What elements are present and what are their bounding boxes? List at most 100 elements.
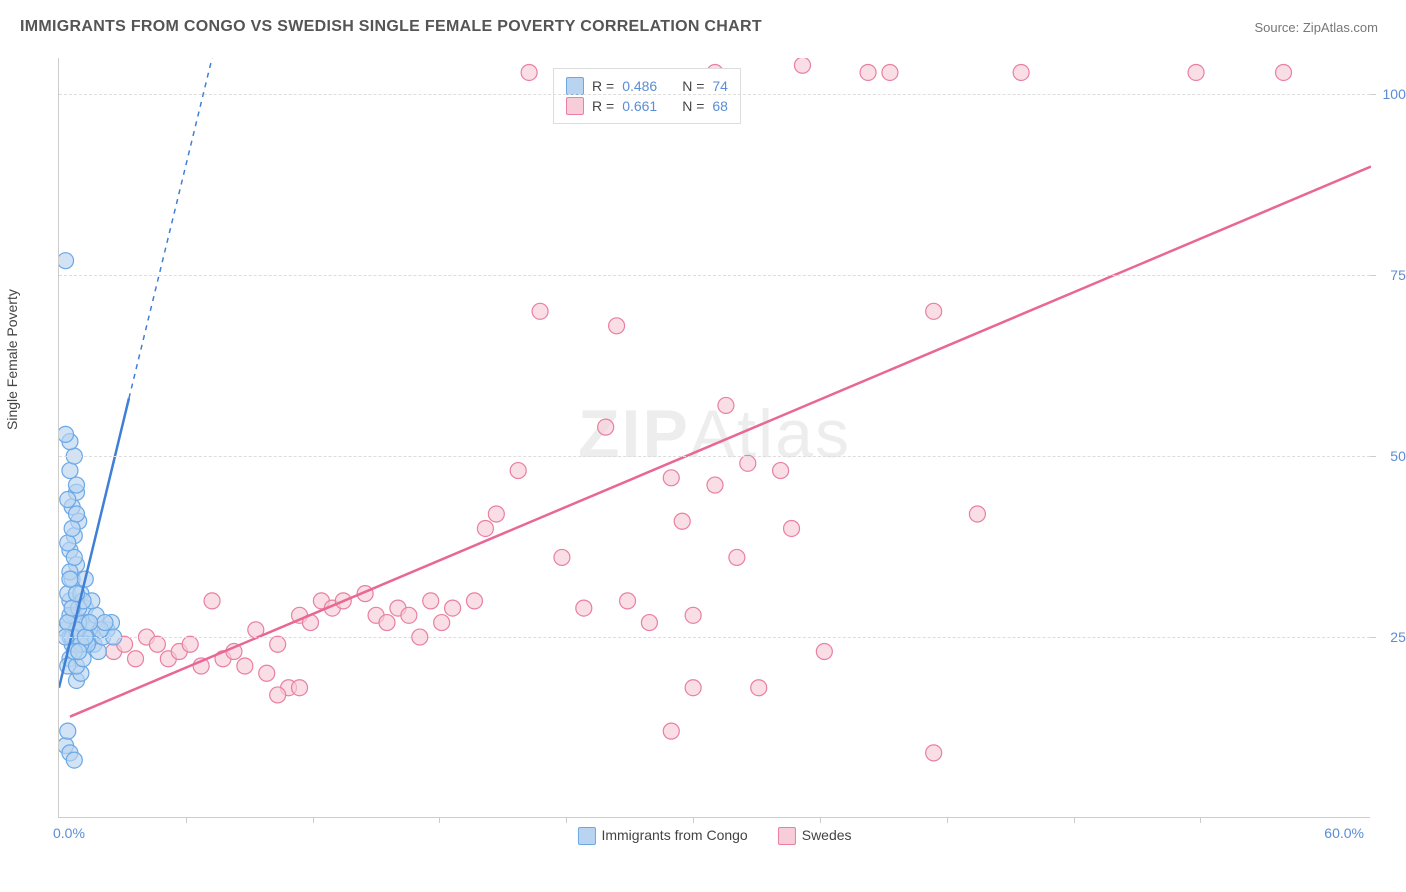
data-point <box>445 600 461 616</box>
legend-label-swedes: Swedes <box>802 827 852 843</box>
data-point <box>784 520 800 536</box>
chart-title: IMMIGRANTS FROM CONGO VS SWEDISH SINGLE … <box>20 18 762 36</box>
legend-swatch-icon <box>577 827 595 845</box>
ytick-label: 75.0% <box>1390 267 1406 283</box>
data-point <box>663 470 679 486</box>
n-value-congo: 74 <box>712 78 728 94</box>
data-point <box>270 687 286 703</box>
legend-label-congo: Immigrants from Congo <box>601 827 747 843</box>
xtick-label: 60.0% <box>1324 825 1364 841</box>
data-point <box>62 463 78 479</box>
source-credit: Source: ZipAtlas.com <box>1254 20 1378 35</box>
data-point <box>521 64 537 80</box>
xtick-mark <box>947 817 948 823</box>
data-point <box>773 463 789 479</box>
data-point <box>969 506 985 522</box>
data-point <box>128 651 144 667</box>
data-point <box>60 535 76 551</box>
data-point <box>62 571 78 587</box>
plot-svg <box>59 58 1371 818</box>
data-point <box>68 506 84 522</box>
data-point <box>477 520 493 536</box>
correlation-legend: R = 0.486 N = 74 R = 0.661 N = 68 <box>553 68 741 124</box>
gridline <box>59 94 1370 95</box>
data-point <box>641 615 657 631</box>
data-point <box>707 477 723 493</box>
trend-line-extrapolated <box>129 58 212 398</box>
xtick-mark <box>566 817 567 823</box>
r-value-congo: 0.486 <box>622 78 674 94</box>
data-point <box>97 615 113 631</box>
data-point <box>685 680 701 696</box>
data-point <box>292 680 308 696</box>
gridline <box>59 637 1370 638</box>
ytick-mark <box>1370 456 1376 457</box>
data-point <box>59 253 74 269</box>
data-point <box>718 397 734 413</box>
ytick-label: 25.0% <box>1390 629 1406 645</box>
r-value-swedes: 0.661 <box>622 98 674 114</box>
data-point <box>60 492 76 508</box>
data-point <box>598 419 614 435</box>
legend-row-swedes: R = 0.661 N = 68 <box>566 97 728 115</box>
data-point <box>423 593 439 609</box>
legend-swatch-swedes <box>566 97 584 115</box>
data-point <box>1276 64 1292 80</box>
data-point <box>685 607 701 623</box>
xtick-mark <box>1074 817 1075 823</box>
data-point <box>182 636 198 652</box>
legend-row-congo: R = 0.486 N = 74 <box>566 77 728 95</box>
data-point <box>66 549 82 565</box>
xtick-mark <box>820 817 821 823</box>
source-link[interactable]: ZipAtlas.com <box>1303 20 1378 35</box>
xtick-mark <box>693 817 694 823</box>
n-value-swedes: 68 <box>712 98 728 114</box>
data-point <box>259 665 275 681</box>
n-label: N = <box>682 98 704 114</box>
data-point <box>1013 64 1029 80</box>
data-point <box>663 723 679 739</box>
legend-item-swedes: Swedes <box>778 827 852 845</box>
data-point <box>204 593 220 609</box>
data-point <box>674 513 690 529</box>
data-point <box>794 58 810 73</box>
data-point <box>729 549 745 565</box>
data-point <box>926 745 942 761</box>
data-point <box>379 615 395 631</box>
data-point <box>401 607 417 623</box>
legend-swatch-icon <box>778 827 796 845</box>
data-point <box>751 680 767 696</box>
data-point <box>860 64 876 80</box>
xtick-mark <box>439 817 440 823</box>
data-point <box>740 455 756 471</box>
y-axis-label: Single Female Poverty <box>4 289 20 430</box>
r-label: R = <box>592 78 614 94</box>
data-point <box>82 615 98 631</box>
n-label: N = <box>682 78 704 94</box>
data-point <box>66 752 82 768</box>
xtick-label: 0.0% <box>53 825 85 841</box>
data-point <box>510 463 526 479</box>
ytick-label: 100.0% <box>1383 86 1406 102</box>
data-point <box>71 644 87 660</box>
data-point <box>149 636 165 652</box>
data-point <box>926 303 942 319</box>
series-legend: Immigrants from Congo Swedes <box>577 827 851 845</box>
data-point <box>609 318 625 334</box>
data-point <box>816 644 832 660</box>
data-point <box>620 593 636 609</box>
ytick-mark <box>1370 637 1376 638</box>
xtick-mark <box>1200 817 1201 823</box>
data-point <box>60 723 76 739</box>
data-point <box>532 303 548 319</box>
ytick-mark <box>1370 94 1376 95</box>
data-point <box>270 636 286 652</box>
data-point <box>882 64 898 80</box>
data-point <box>576 600 592 616</box>
scatter-plot: ZIPAtlas R = 0.486 N = 74 R = 0.661 N = … <box>58 58 1370 818</box>
data-point <box>554 549 570 565</box>
xtick-mark <box>313 817 314 823</box>
xtick-mark <box>186 817 187 823</box>
source-prefix: Source: <box>1254 20 1302 35</box>
legend-item-congo: Immigrants from Congo <box>577 827 747 845</box>
